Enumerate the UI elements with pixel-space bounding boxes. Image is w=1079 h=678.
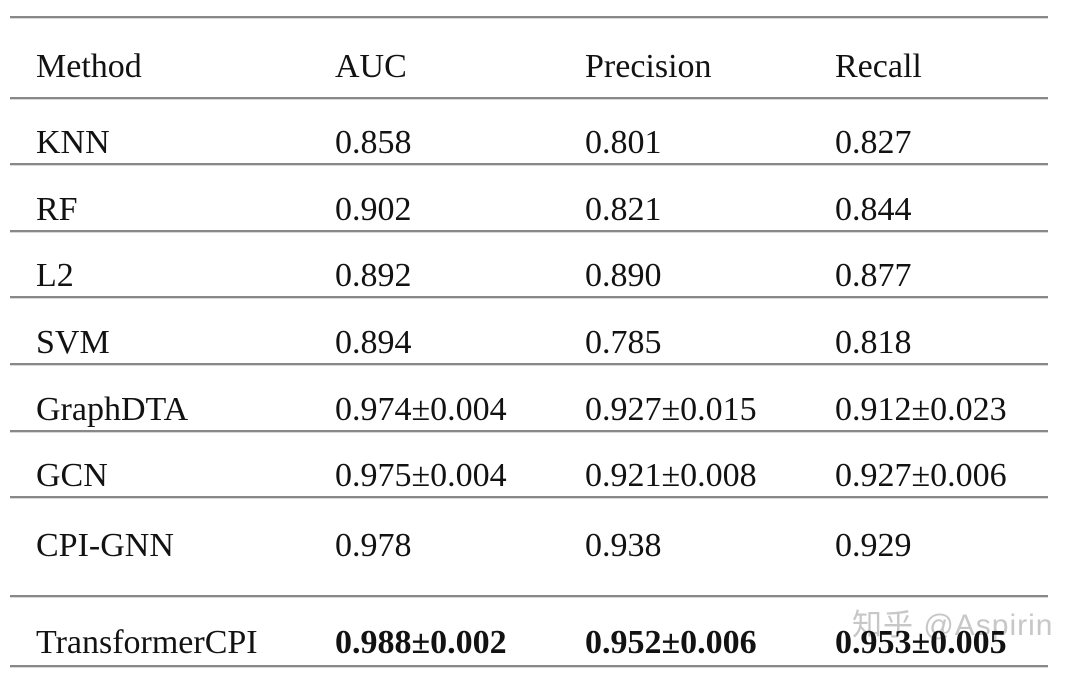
recall-value: 0.953±0.005 [835, 624, 1007, 661]
recall-value: 0.877 [835, 257, 912, 294]
table-row-rf: RF 0.902 0.821 0.844 [10, 166, 1048, 233]
precision-value: 0.890 [585, 257, 662, 294]
precision-value: 0.821 [585, 191, 662, 228]
table-top-rule [10, 16, 1048, 19]
precision-value: 0.921±0.008 [585, 457, 757, 494]
recall-value: 0.818 [835, 324, 912, 361]
method-name: GraphDTA [36, 391, 189, 428]
column-header-precision: Precision [585, 48, 712, 85]
precision-value: 0.801 [585, 124, 662, 161]
column-header-recall: Recall [835, 48, 922, 85]
auc-value: 0.978 [335, 527, 412, 564]
table-row-graphdta: GraphDTA 0.974±0.004 0.927±0.015 0.912±0… [10, 366, 1048, 433]
precision-value: 0.785 [585, 324, 662, 361]
table-row-transformercpi: TransformerCPI 0.988±0.002 0.952±0.006 0… [10, 598, 1048, 668]
table-row-svm: SVM 0.894 0.785 0.818 [10, 299, 1048, 366]
method-name: KNN [36, 124, 110, 161]
auc-value: 0.892 [335, 257, 412, 294]
auc-value: 0.975±0.004 [335, 457, 507, 494]
recall-value: 0.844 [835, 191, 912, 228]
recall-value: 0.929 [835, 527, 912, 564]
method-name: SVM [36, 324, 110, 361]
table-row-knn: KNN 0.858 0.801 0.827 [10, 100, 1048, 166]
header-row: Method AUC Precision Recall [10, 19, 1048, 100]
table-row-gcn: GCN 0.975±0.004 0.921±0.008 0.927±0.006 [10, 433, 1048, 499]
auc-value: 0.988±0.002 [335, 624, 507, 661]
precision-value: 0.938 [585, 527, 662, 564]
method-name: TransformerCPI [36, 624, 258, 661]
column-header-method: Method [36, 48, 142, 85]
auc-value: 0.858 [335, 124, 412, 161]
column-header-auc: AUC [335, 48, 407, 85]
method-name: GCN [36, 457, 108, 494]
method-name: RF [36, 191, 78, 228]
table-row-cpi-gnn: CPI-GNN 0.978 0.938 0.929 [10, 499, 1048, 598]
results-table: Method AUC Precision Recall KNN 0.858 0.… [10, 16, 1048, 668]
recall-value: 0.912±0.023 [835, 391, 1007, 428]
method-name: L2 [36, 257, 74, 294]
precision-value: 0.952±0.006 [585, 624, 757, 661]
precision-value: 0.927±0.015 [585, 391, 757, 428]
recall-value: 0.827 [835, 124, 912, 161]
method-name: CPI-GNN [36, 527, 174, 564]
auc-value: 0.894 [335, 324, 412, 361]
auc-value: 0.902 [335, 191, 412, 228]
table-row-l2: L2 0.892 0.890 0.877 [10, 233, 1048, 299]
recall-value: 0.927±0.006 [835, 457, 1007, 494]
auc-value: 0.974±0.004 [335, 391, 507, 428]
